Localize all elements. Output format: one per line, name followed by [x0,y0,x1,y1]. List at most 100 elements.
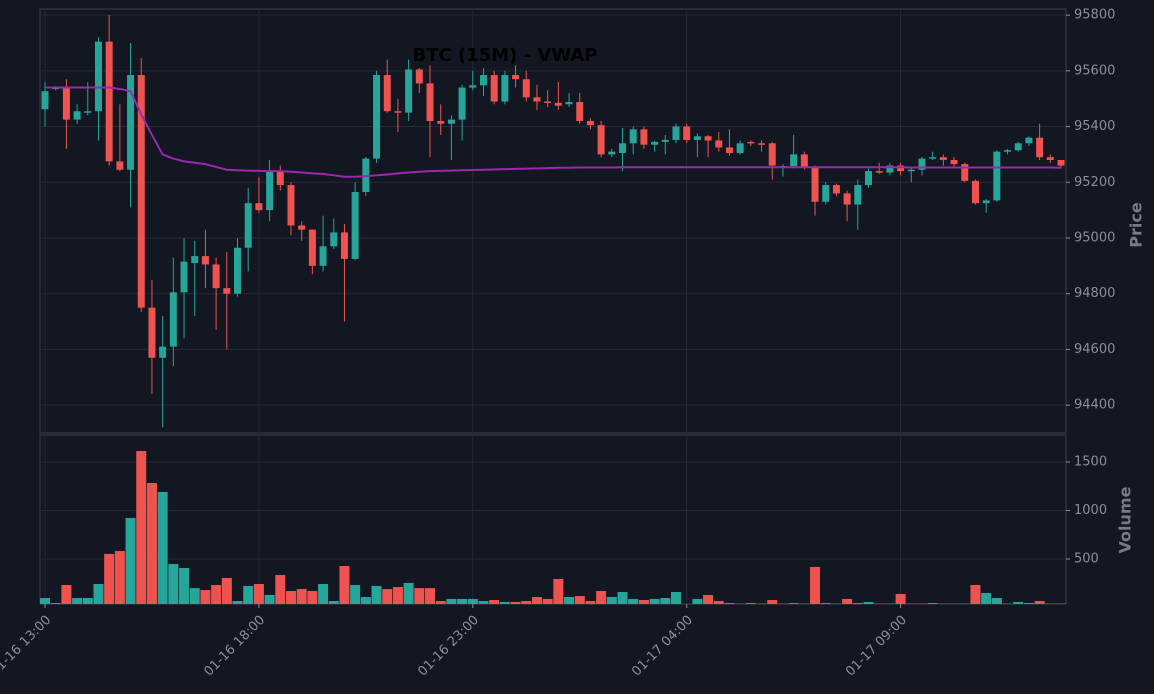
volume-bar [745,603,756,604]
candle-body [640,129,648,145]
volume-bar [392,587,403,604]
volume-bar [852,603,863,604]
candle-body [330,232,338,247]
volume-bar [179,568,190,604]
candle-body [319,246,327,266]
volume-axis-label: Volume [1116,486,1135,553]
candle-body [169,292,177,347]
candle-body [533,97,541,102]
candle-body [661,139,669,142]
volume-bar [318,584,329,604]
candle-body [608,151,616,155]
candle-body [971,180,979,204]
volume-bar [414,588,425,604]
candle-body [544,101,552,103]
candle-body [255,203,263,211]
y-tick-label: 1000 [1074,503,1107,518]
y-tick-label: 95000 [1074,230,1115,245]
candle-body [586,120,594,126]
volume-bar [617,591,628,604]
y-tick-label: 95400 [1074,119,1115,134]
candle-body [62,87,70,120]
candle-body [244,203,252,248]
y-tick-label: 94800 [1074,286,1115,301]
volume-bar [692,598,703,604]
candle-body [287,185,295,226]
candle-body [929,157,937,159]
volume-bar [553,578,564,604]
volume-bar [542,598,553,604]
volume-bar [531,597,542,604]
volume-bar [1023,603,1034,604]
candle-body [116,161,124,170]
volume-bar [307,591,318,604]
volume-bar [339,565,350,604]
volume-bar [446,598,457,604]
volume-bar [403,582,414,604]
candle-body [137,75,145,308]
volume-bar [564,597,575,604]
candle-body [982,200,990,204]
candle-body [437,120,445,124]
volume-bar [232,600,243,604]
volume-panel [39,434,1067,605]
volume-bar [927,603,938,604]
volume-bar [82,597,93,604]
volume-bar [478,600,489,604]
candle-body [565,102,573,105]
candle-body [790,154,798,167]
volume-bar [350,584,361,604]
candle-body [426,83,434,121]
volume-bar [970,584,981,604]
candle-body [811,166,819,202]
candle-body [993,151,1001,201]
volume-bar [895,594,906,604]
candle-body [672,126,680,140]
candle-body [897,165,905,172]
candle-body [864,171,872,186]
volume-bar [275,574,286,604]
y-tick-label: 95200 [1074,175,1115,190]
candle-body [94,41,102,112]
candle-body [469,85,477,88]
y-tick-label: 500 [1074,551,1099,566]
volume-bar [200,590,211,604]
volume-bar [842,598,853,604]
volume-bar [1013,601,1024,604]
candle-body [768,143,776,166]
candle-body [266,171,274,211]
volume-bar [382,589,393,604]
volume-bar [253,584,264,604]
candle-body [961,164,969,181]
volume-bar [93,584,104,604]
volume-bar [211,584,222,604]
candle-body [758,143,766,145]
candle-body [554,102,562,106]
candle-body [918,158,926,170]
candle-body [875,171,883,173]
candle-body [501,75,509,102]
volume-bar [638,600,649,604]
candle-body [512,75,520,80]
candle-body [886,165,894,173]
volume-bar [296,589,307,604]
chart-title: BTC (15M) - VWAP [413,45,598,66]
candle-body [276,171,284,186]
candle-body [800,154,808,167]
volume-bar [157,491,168,604]
volume-bar [136,451,147,604]
volume-bar [40,597,50,604]
price-axis-label: Price [1127,202,1146,248]
candle-body [394,111,402,113]
candle-body [223,288,231,294]
volume-bar [863,601,874,604]
candle-body [832,185,840,194]
volume-bar [510,601,521,604]
volume-bar [1034,600,1045,604]
candle-body [201,256,209,265]
candle-body [458,87,466,120]
volume-bar [649,598,660,604]
candle-body [490,75,498,102]
candle-body [1004,150,1012,152]
volume-bar [820,603,831,604]
